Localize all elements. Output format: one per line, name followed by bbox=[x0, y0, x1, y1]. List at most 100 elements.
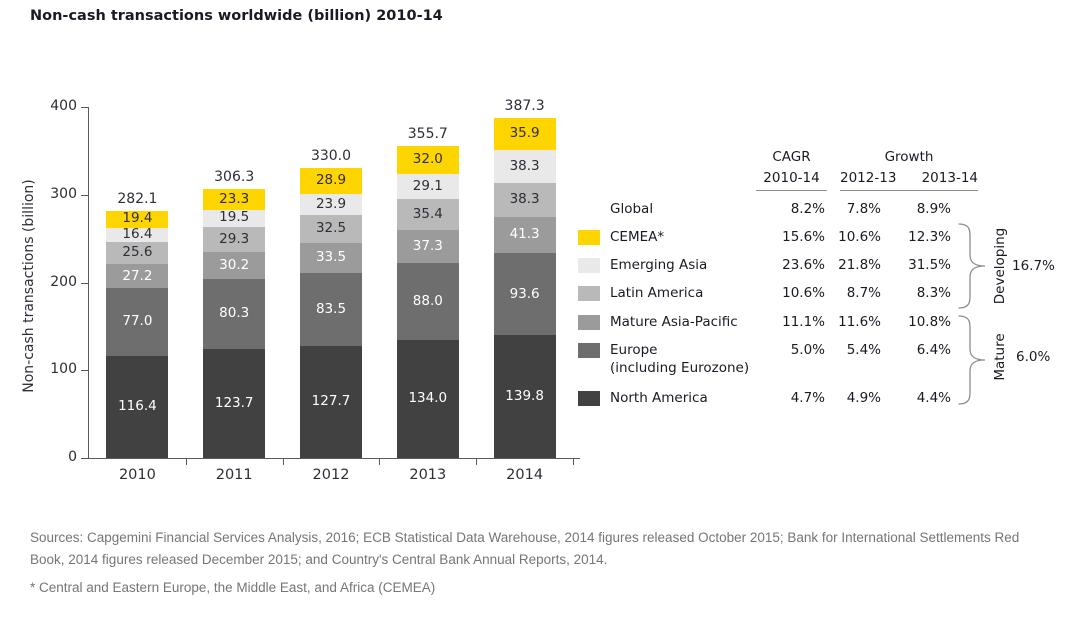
growth-header-period-1: 2012-13 bbox=[840, 170, 897, 186]
bar-total-label: 387.3 bbox=[504, 98, 545, 115]
growth-2012-13-value: 11.6% bbox=[838, 314, 881, 330]
y-tick bbox=[81, 194, 88, 196]
bar-segment: 35.9 bbox=[493, 118, 556, 150]
bar-segment-value: 23.3 bbox=[219, 190, 250, 207]
cagr-header-period: 2010-14 bbox=[763, 170, 820, 186]
growth-2012-13-value: 21.8% bbox=[838, 257, 881, 273]
bar-segment: 93.6 bbox=[493, 253, 556, 336]
bar-segment: 19.5 bbox=[203, 209, 266, 227]
bar-segment: 32.5 bbox=[300, 214, 362, 244]
table-header-growth: Growth 2012-13 2013-14 bbox=[840, 147, 978, 191]
bar-segment-value: 38.3 bbox=[509, 157, 540, 174]
bar-segment: 38.3 bbox=[493, 183, 556, 217]
row-label: Emerging Asia bbox=[610, 257, 708, 273]
growth-2013-14-value: 10.8% bbox=[908, 314, 951, 330]
bar-segment-value: 88.0 bbox=[412, 293, 443, 310]
page-title: Non-cash transactions worldwide (billion… bbox=[30, 8, 443, 24]
bar-segment-value: 38.3 bbox=[509, 191, 540, 208]
growth-2012-13-value: 5.4% bbox=[846, 342, 881, 358]
bar-segment: 35.4 bbox=[396, 199, 459, 231]
bar-segment: 37.3 bbox=[396, 230, 459, 264]
cagr-value: 10.6% bbox=[782, 285, 825, 301]
row-label: Europe bbox=[610, 342, 658, 358]
bar-segment: 41.3 bbox=[493, 216, 556, 254]
bar-segment: 32.0 bbox=[396, 145, 459, 174]
bar-segment: 83.5 bbox=[300, 272, 362, 346]
mature-group-value: 6.0% bbox=[1016, 349, 1051, 365]
sources-text: Sources: Capgemini Financial Services An… bbox=[30, 530, 1020, 567]
cagr-value: 8.2% bbox=[790, 201, 825, 217]
bar-segment-value: 93.6 bbox=[509, 285, 540, 302]
bar-segment-value: 27.2 bbox=[122, 267, 153, 284]
growth-header-period-2: 2013-14 bbox=[921, 170, 978, 186]
bar-segment-value: 127.7 bbox=[311, 393, 351, 410]
bar-segment-value: 23.9 bbox=[315, 195, 347, 212]
bar-segment: 134.0 bbox=[396, 340, 459, 458]
bar-segment-value: 16.4 bbox=[122, 227, 153, 242]
bar-segment: 27.2 bbox=[106, 264, 169, 289]
bar-segment: 29.1 bbox=[396, 173, 459, 200]
legend-swatch bbox=[578, 286, 600, 301]
growth-2012-13-value: 7.8% bbox=[846, 201, 881, 217]
bar-segment: 25.6 bbox=[106, 241, 169, 265]
growth-header-label: Growth bbox=[884, 149, 934, 165]
bar-segment: 139.8 bbox=[493, 335, 556, 458]
bar-segment-value: 77.0 bbox=[122, 313, 153, 330]
bar-segment-value: 41.3 bbox=[509, 226, 540, 243]
cagr-value: 15.6% bbox=[782, 229, 825, 245]
row-label: Global bbox=[610, 201, 654, 217]
growth-2013-14-value: 31.5% bbox=[908, 257, 951, 273]
row-label: CEMEA* bbox=[610, 229, 665, 245]
bar-segment: 29.3 bbox=[203, 226, 266, 253]
bar-segment: 19.4 bbox=[106, 210, 169, 228]
cagr-value: 5.0% bbox=[790, 342, 825, 358]
growth-2012-13-value: 10.6% bbox=[838, 229, 881, 245]
bar-segment: 123.7 bbox=[203, 349, 266, 458]
bar-segment: 23.3 bbox=[203, 189, 266, 210]
cagr-header-label: CAGR bbox=[772, 149, 811, 165]
bar-segment-value: 28.9 bbox=[315, 172, 347, 189]
row-label: Latin America bbox=[610, 285, 704, 301]
x-tick bbox=[185, 458, 187, 465]
y-tick bbox=[81, 370, 88, 372]
bar-segment-value: 32.5 bbox=[315, 220, 347, 237]
bar-segment-value: 134.0 bbox=[408, 390, 448, 407]
bar-segment-value: 35.9 bbox=[509, 125, 540, 142]
bar-segment: 80.3 bbox=[203, 278, 266, 350]
x-category-label: 2012 bbox=[312, 467, 350, 483]
y-tick bbox=[81, 282, 88, 284]
growth-2013-14-value: 4.4% bbox=[916, 390, 951, 406]
bar-segment: 23.9 bbox=[300, 193, 362, 215]
growth-2013-14-value: 8.9% bbox=[916, 201, 951, 217]
x-axis-line bbox=[88, 458, 580, 459]
bar-total-label: 282.1 bbox=[117, 190, 158, 207]
x-category-label: 2011 bbox=[215, 467, 253, 483]
bar-segment: 88.0 bbox=[396, 263, 459, 341]
row-label: Mature Asia-Pacific bbox=[610, 314, 738, 330]
bar-segment-value: 33.5 bbox=[315, 249, 347, 266]
bar-segment: 33.5 bbox=[300, 243, 362, 273]
y-tick-label: 100 bbox=[50, 361, 77, 378]
bar-segment-value: 116.4 bbox=[118, 398, 157, 415]
mature-group-label: Mature bbox=[992, 333, 1008, 381]
x-tick bbox=[476, 458, 478, 465]
footnote-text: * Central and Eastern Europe, the Middle… bbox=[30, 580, 436, 595]
y-tick-label: 400 bbox=[50, 98, 77, 114]
bar-segment: 30.2 bbox=[203, 252, 266, 279]
growth-2013-14-value: 6.4% bbox=[916, 342, 951, 358]
table-header-cagr: CAGR 2010-14 bbox=[756, 147, 827, 191]
legend-swatch bbox=[578, 230, 600, 245]
mature-brace bbox=[958, 315, 986, 405]
bar-segment-value: 29.1 bbox=[412, 177, 443, 194]
bar-segment-value: 19.5 bbox=[219, 209, 250, 226]
bar-segment-value: 83.5 bbox=[315, 300, 347, 317]
y-tick-label: 0 bbox=[68, 449, 77, 465]
legend-swatch bbox=[578, 258, 600, 273]
bar-segment: 116.4 bbox=[106, 355, 169, 458]
y-axis-line bbox=[88, 107, 89, 458]
x-category-label: 2014 bbox=[506, 467, 544, 483]
bar-segment: 127.7 bbox=[300, 345, 362, 458]
growth-2013-14-value: 12.3% bbox=[908, 229, 951, 245]
